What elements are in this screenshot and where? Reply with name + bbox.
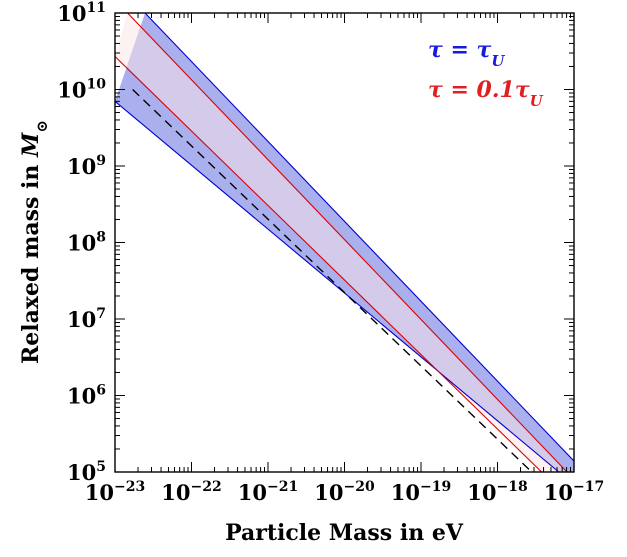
y-tick-label-exponent: 6 — [96, 383, 106, 399]
x-tick-label: 10−19 — [391, 479, 451, 505]
y-tick-label-base: 10 — [67, 460, 96, 485]
x-tick-label: 10−20 — [314, 479, 375, 505]
y-tick-label-base: 10 — [67, 307, 96, 332]
y-tick-label: 106 — [67, 383, 106, 409]
x-tick-label-base: 10 — [544, 480, 573, 505]
y-tick-label: 109 — [67, 153, 106, 179]
x-tick-label-exponent: −20 — [344, 479, 375, 495]
y-axis-label-subscript: ⊙ — [33, 120, 51, 133]
x-tick-label-exponent: −18 — [497, 479, 528, 495]
legend-entry-tau-0-1u-sub: U — [530, 92, 544, 110]
y-tick-label-base: 10 — [67, 154, 96, 179]
y-tick-label-exponent: 7 — [96, 306, 106, 322]
y-tick-label: 1011 — [57, 0, 106, 26]
x-axis-label: Particle Mass in eV — [225, 520, 464, 546]
y-tick-label-base: 10 — [57, 1, 86, 26]
x-tick-label-base: 10 — [314, 480, 343, 505]
x-tick-label: 10−22 — [161, 479, 221, 505]
y-tick-label-exponent: 10 — [87, 77, 107, 93]
y-tick-label-base: 10 — [67, 231, 96, 256]
y-tick-label-exponent: 9 — [96, 153, 106, 169]
x-tick-label-exponent: −22 — [191, 479, 222, 495]
y-tick-label-base: 10 — [67, 384, 96, 409]
y-tick-label: 105 — [67, 459, 106, 485]
y-tick-label-exponent: 5 — [96, 459, 106, 475]
x-tick-labels: 10−23 10−22 10−21 10−20 10−19 10−18 10−17 — [85, 479, 604, 505]
legend-entry-tau-u-sub: U — [491, 52, 505, 70]
x-tick-label-base: 10 — [238, 480, 267, 505]
band-tau-0-1u-lower-line — [115, 56, 542, 472]
plot-frame — [114, 12, 575, 473]
x-tick-label: 10−21 — [238, 479, 298, 505]
x-tick-label-exponent: −23 — [114, 479, 145, 495]
y-axis-label-prefix: Relaxed mass in — [18, 157, 44, 364]
legend-entry-tau-u: τ = τU — [428, 37, 505, 70]
legend-entry-tau-0-1u-main: τ = 0.1τ — [428, 77, 530, 103]
band-areas — [115, 13, 574, 472]
y-tick-label-exponent: 8 — [96, 230, 106, 246]
x-tick-label-exponent: −17 — [573, 479, 604, 495]
x-tick-label-exponent: −19 — [420, 479, 451, 495]
legend-entry-tau-u-main: τ = τ — [428, 37, 492, 63]
legend-entry-tau-0-1u: τ = 0.1τU — [428, 77, 544, 110]
x-tick-label-base: 10 — [467, 480, 496, 505]
y-tick-label: 108 — [67, 230, 106, 256]
x-tick-label-base: 10 — [161, 480, 190, 505]
x-tick-label-exponent: −21 — [267, 479, 298, 495]
y-tick-label: 1010 — [57, 77, 106, 103]
band-tau-0-1u-upper-line — [127, 13, 568, 472]
x-tick-label: 10−18 — [467, 479, 527, 505]
band-tau-u-lower-line — [115, 100, 560, 472]
y-tick-label-base: 10 — [57, 78, 86, 103]
x-tick-label: 10−23 — [85, 479, 145, 505]
x-tick-label-base: 10 — [85, 480, 114, 505]
axis-ticks — [114, 13, 574, 473]
y-axis-label-symbol: M — [18, 132, 44, 158]
y-axis-label: Relaxed mass in M⊙ — [18, 120, 51, 364]
band-tau-0-1u-area — [115, 13, 567, 472]
band-lines — [115, 13, 574, 472]
reference-dashed-line — [132, 88, 533, 472]
y-tick-label: 107 — [67, 306, 106, 332]
x-tick-label: 10−17 — [544, 479, 604, 505]
legend: τ = τU τ = 0.1τU — [428, 37, 544, 110]
x-tick-label-base: 10 — [391, 480, 420, 505]
y-tick-label-exponent: 11 — [87, 0, 106, 16]
band-tau-u-upper-line — [144, 13, 574, 462]
